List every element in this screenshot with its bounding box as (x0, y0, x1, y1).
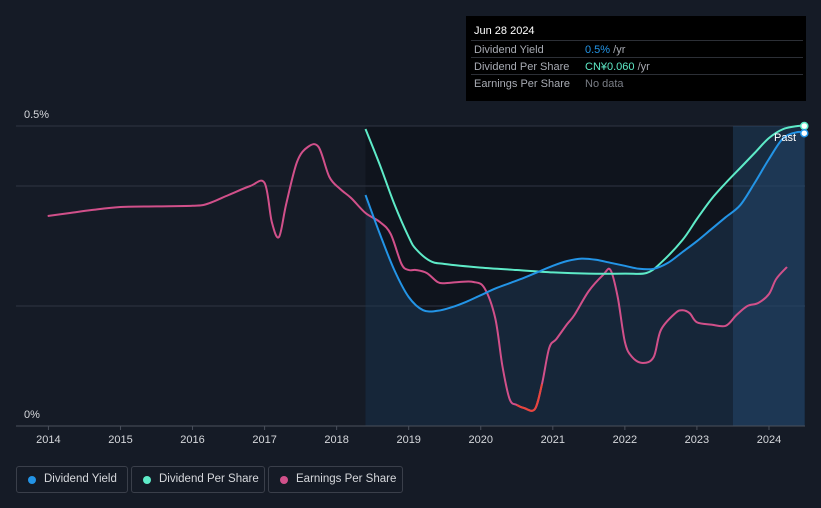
x-tick-label: 2014 (36, 434, 60, 446)
eps-line (47, 143, 788, 412)
tooltip-value: No data (585, 78, 624, 90)
legend-label: Dividend Per Share (159, 473, 259, 485)
x-tick-label: 2020 (469, 434, 493, 446)
dividend-yield-area (365, 131, 805, 427)
tooltip-label: Earnings Per Share (474, 78, 570, 90)
x-tick-label: 2016 (180, 434, 204, 446)
x-tick-label: 2024 (757, 434, 781, 446)
dividend-per-share-end-point (800, 121, 809, 131)
tooltip-row-dividend-yield: Dividend Yield 0.5% /yr (471, 40, 803, 58)
dividend-yield-line (364, 130, 805, 313)
tooltip-unit: /yr (634, 61, 650, 73)
tooltip-date: Jun 28 2024 (474, 25, 535, 37)
x-tick-label: 2023 (685, 434, 709, 446)
y-tick-label-bottom: 0% (24, 409, 40, 421)
legend-item-dividend-per-share[interactable]: Dividend Per Share (131, 466, 265, 493)
tooltip-row-earnings-per-share: Earnings Per Share No data (471, 74, 803, 92)
legend-item-earnings-per-share[interactable]: Earnings Per Share (268, 466, 403, 493)
legend-dot-icon (28, 476, 36, 484)
eps-low-segment (516, 383, 543, 412)
dividend-per-share-line (364, 124, 805, 275)
tooltip-row-dividend-per-share: Dividend Per Share CN¥0.060 /yr (471, 57, 803, 75)
tooltip-label: Dividend Yield (474, 44, 544, 56)
tooltip-value: 0.5% (585, 44, 611, 56)
legend-item-dividend-yield[interactable]: Dividend Yield (16, 466, 128, 493)
tooltip-label: Dividend Per Share (474, 61, 570, 73)
x-tick-label: 2017 (252, 434, 276, 446)
x-tick-label: 2019 (396, 434, 420, 446)
legend-dot-icon (143, 476, 151, 484)
x-tick-label: 2021 (541, 434, 565, 446)
dividend-yield-end-point (800, 128, 809, 138)
y-tick-label-top: 0.5% (24, 109, 50, 121)
legend-label: Earnings Per Share (296, 473, 397, 485)
legend-label: Dividend Yield (44, 473, 117, 485)
past-label: Past (774, 132, 797, 144)
x-tick-label: 2015 (108, 434, 132, 446)
x-tick-label: 2018 (324, 434, 348, 446)
x-tick-label: 2022 (613, 434, 637, 446)
tooltip-value: CN¥0.060 (585, 61, 635, 73)
tooltip-unit: /yr (610, 44, 626, 56)
tooltip: Jun 28 2024 Dividend Yield 0.5% /yr Divi… (466, 16, 806, 101)
legend-dot-icon (280, 476, 288, 484)
past-region (732, 126, 805, 426)
